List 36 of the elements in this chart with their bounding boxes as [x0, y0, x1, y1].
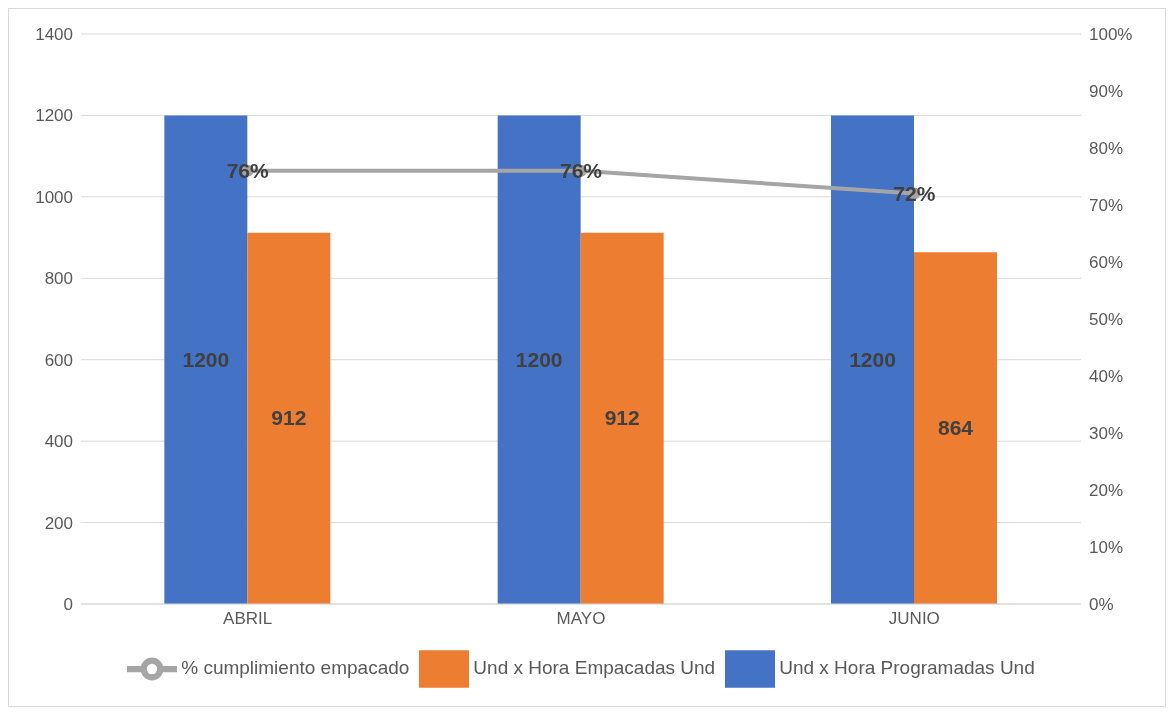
y2-tick-label: 70% — [1089, 196, 1124, 216]
y2-tick-label: 100% — [1089, 25, 1133, 45]
data-label: 72% — [893, 181, 936, 205]
y-tick-label: 1400 — [35, 25, 73, 45]
y-tick-label: 0 — [63, 595, 73, 615]
data-label: 864 — [937, 416, 974, 440]
y2-tick-label: 80% — [1089, 139, 1124, 159]
y-tick-label: 600 — [44, 350, 73, 370]
bar — [580, 232, 664, 604]
bar — [247, 232, 331, 604]
y-tick-label: 200 — [44, 513, 73, 533]
y-tick-label: 1200 — [35, 106, 73, 126]
data-label: 1200 — [182, 347, 230, 371]
x-tick-label: JUNIO — [888, 609, 940, 629]
y2-tick-label: 10% — [1089, 538, 1124, 558]
data-label: 912 — [604, 406, 640, 430]
y2-tick-label: 90% — [1089, 82, 1124, 102]
data-label: 76% — [226, 158, 270, 182]
legend-label: Und x Hora Programadas Und — [779, 657, 1035, 679]
y2-tick-label: 60% — [1089, 253, 1124, 273]
y2-tick-label: 50% — [1089, 310, 1124, 330]
y2-tick-label: 0% — [1089, 595, 1114, 615]
x-tick-label: MAYO — [556, 609, 606, 629]
y-tick-label: 400 — [44, 432, 73, 452]
legend-label: % cumplimiento empacado — [181, 657, 410, 679]
legend-label: Und x Hora Empacadas Und — [473, 657, 716, 679]
data-label: 1200 — [515, 347, 563, 371]
y2-tick-label: 20% — [1089, 481, 1124, 501]
y-tick-label: 800 — [44, 269, 73, 289]
bar — [914, 252, 997, 604]
y2-tick-label: 30% — [1089, 424, 1124, 444]
y-tick-label: 1000 — [35, 187, 73, 207]
data-label: 1200 — [849, 347, 896, 371]
x-tick-label: ABRIL — [223, 609, 273, 629]
data-label: 912 — [271, 406, 307, 430]
y2-tick-label: 40% — [1089, 367, 1124, 387]
